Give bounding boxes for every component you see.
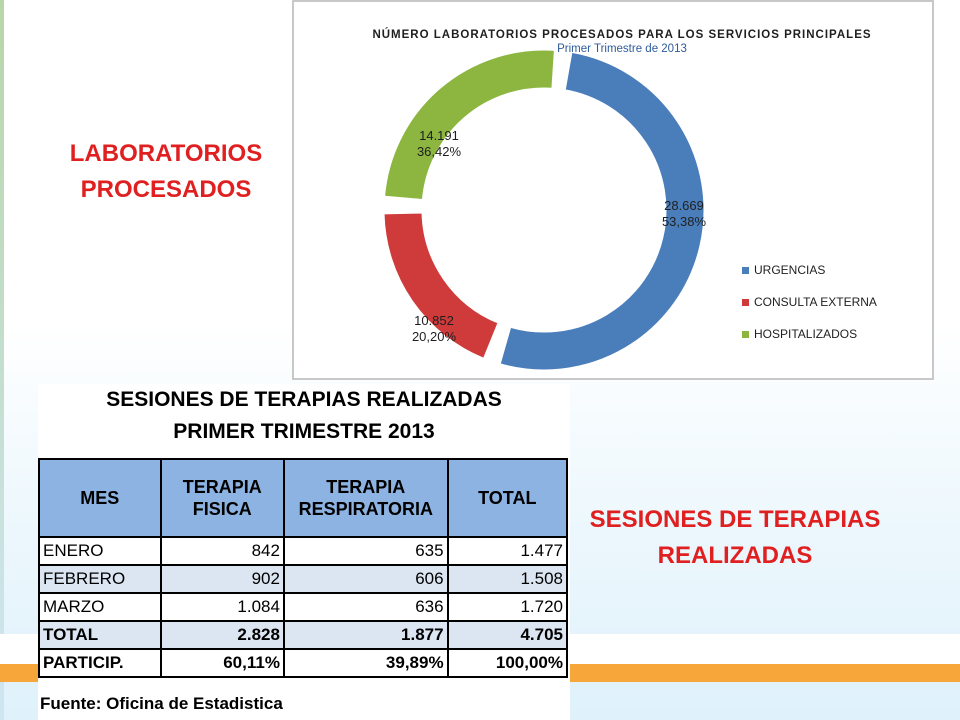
cell-fisica: 842 bbox=[159, 536, 285, 566]
doughnut-slice-urgencias bbox=[499, 51, 705, 371]
legend-swatch bbox=[742, 299, 749, 306]
doughnut-slice-hospitalizados bbox=[384, 49, 555, 201]
therapy-table-panel: SESIONES DE TERAPIAS REALIZADAS PRIMER T… bbox=[38, 384, 570, 720]
cell-respiratoria: 635 bbox=[282, 536, 449, 566]
chart-title: NÚMERO LABORATORIOS PROCESADOS PARA LOS … bbox=[372, 28, 871, 41]
cell-fisica: 1.084 bbox=[159, 592, 285, 622]
cell-fisica: 60,11% bbox=[159, 648, 285, 678]
doughnut-slice-consulta-externa bbox=[383, 212, 499, 359]
table-title: SESIONES DE TERAPIAS REALIZADAS bbox=[106, 388, 502, 411]
cell-total: 100,00% bbox=[446, 648, 569, 678]
cell-total: 1.477 bbox=[446, 536, 569, 566]
slice-value-label: 14.191 bbox=[419, 128, 459, 143]
table-row-particip: PARTICIP. 60,11% 39,89% 100,00% bbox=[38, 648, 569, 678]
table-source-note: Fuente: Oficina de Estadistica bbox=[40, 694, 283, 713]
doughnut-chart-panel: NÚMERO LABORATORIOS PROCESADOS PARA LOS … bbox=[292, 0, 934, 380]
legend-label: CONSULTA EXTERNA bbox=[754, 295, 877, 309]
header-terapia-respiratoria: TERAPIA RESPIRATORIA bbox=[282, 458, 449, 538]
cell-total: 4.705 bbox=[446, 620, 569, 650]
table-row: ENERO 842 635 1.477 bbox=[38, 536, 569, 566]
table-subtitle: PRIMER TRIMESTRE 2013 bbox=[173, 420, 435, 443]
legend-swatch bbox=[742, 331, 749, 338]
cell-month: ENERO bbox=[38, 536, 162, 566]
cell-month: PARTICIP. bbox=[38, 648, 162, 678]
doughnut-chart: NÚMERO LABORATORIOS PROCESADOS PARA LOS … bbox=[372, 28, 877, 371]
slice-percent-label: 36,42% bbox=[417, 144, 462, 159]
legend-swatch bbox=[742, 267, 749, 274]
cell-respiratoria: 606 bbox=[282, 564, 449, 594]
cell-total: 1.508 bbox=[446, 564, 569, 594]
header-total: TOTAL bbox=[446, 458, 569, 538]
table-row: MARZO 1.084 636 1.720 bbox=[38, 592, 569, 622]
cell-fisica: 2.828 bbox=[159, 620, 285, 650]
cell-respiratoria: 39,89% bbox=[282, 648, 449, 678]
slice-percent-label: 20,20% bbox=[412, 329, 457, 344]
slice-percent-label: 53,38% bbox=[662, 214, 707, 229]
title-sesiones: SESIONES DE TERAPIAS REALIZADAS bbox=[589, 506, 881, 569]
header-mes: MES bbox=[38, 458, 162, 538]
cell-respiratoria: 1.877 bbox=[282, 620, 449, 650]
table-row-total: TOTAL 2.828 1.877 4.705 bbox=[38, 620, 569, 650]
cell-fisica: 902 bbox=[159, 564, 285, 594]
cell-total: 1.720 bbox=[446, 592, 569, 622]
cell-respiratoria: 636 bbox=[282, 592, 449, 622]
left-accent-rule bbox=[0, 0, 4, 720]
slice-value-label: 28.669 bbox=[664, 198, 704, 213]
chart-subtitle: Primer Trimestre de 2013 bbox=[557, 43, 687, 55]
therapy-table: MES TERAPIA FISICA TERAPIA RESPIRATORIA … bbox=[38, 458, 569, 678]
title-laboratorios: LABORATORIOS PROCESADOS bbox=[69, 140, 263, 203]
table-row: FEBRERO 902 606 1.508 bbox=[38, 564, 569, 594]
legend-label: HOSPITALIZADOS bbox=[754, 327, 857, 341]
cell-month: FEBRERO bbox=[38, 564, 162, 594]
legend-label: URGENCIAS bbox=[754, 263, 825, 277]
cell-month: TOTAL bbox=[38, 620, 162, 650]
header-terapia-fisica: TERAPIA FISICA bbox=[159, 458, 285, 538]
table-header-row: MES TERAPIA FISICA TERAPIA RESPIRATORIA … bbox=[38, 458, 569, 538]
cell-month: MARZO bbox=[38, 592, 162, 622]
slice-value-label: 10.852 bbox=[414, 313, 454, 328]
